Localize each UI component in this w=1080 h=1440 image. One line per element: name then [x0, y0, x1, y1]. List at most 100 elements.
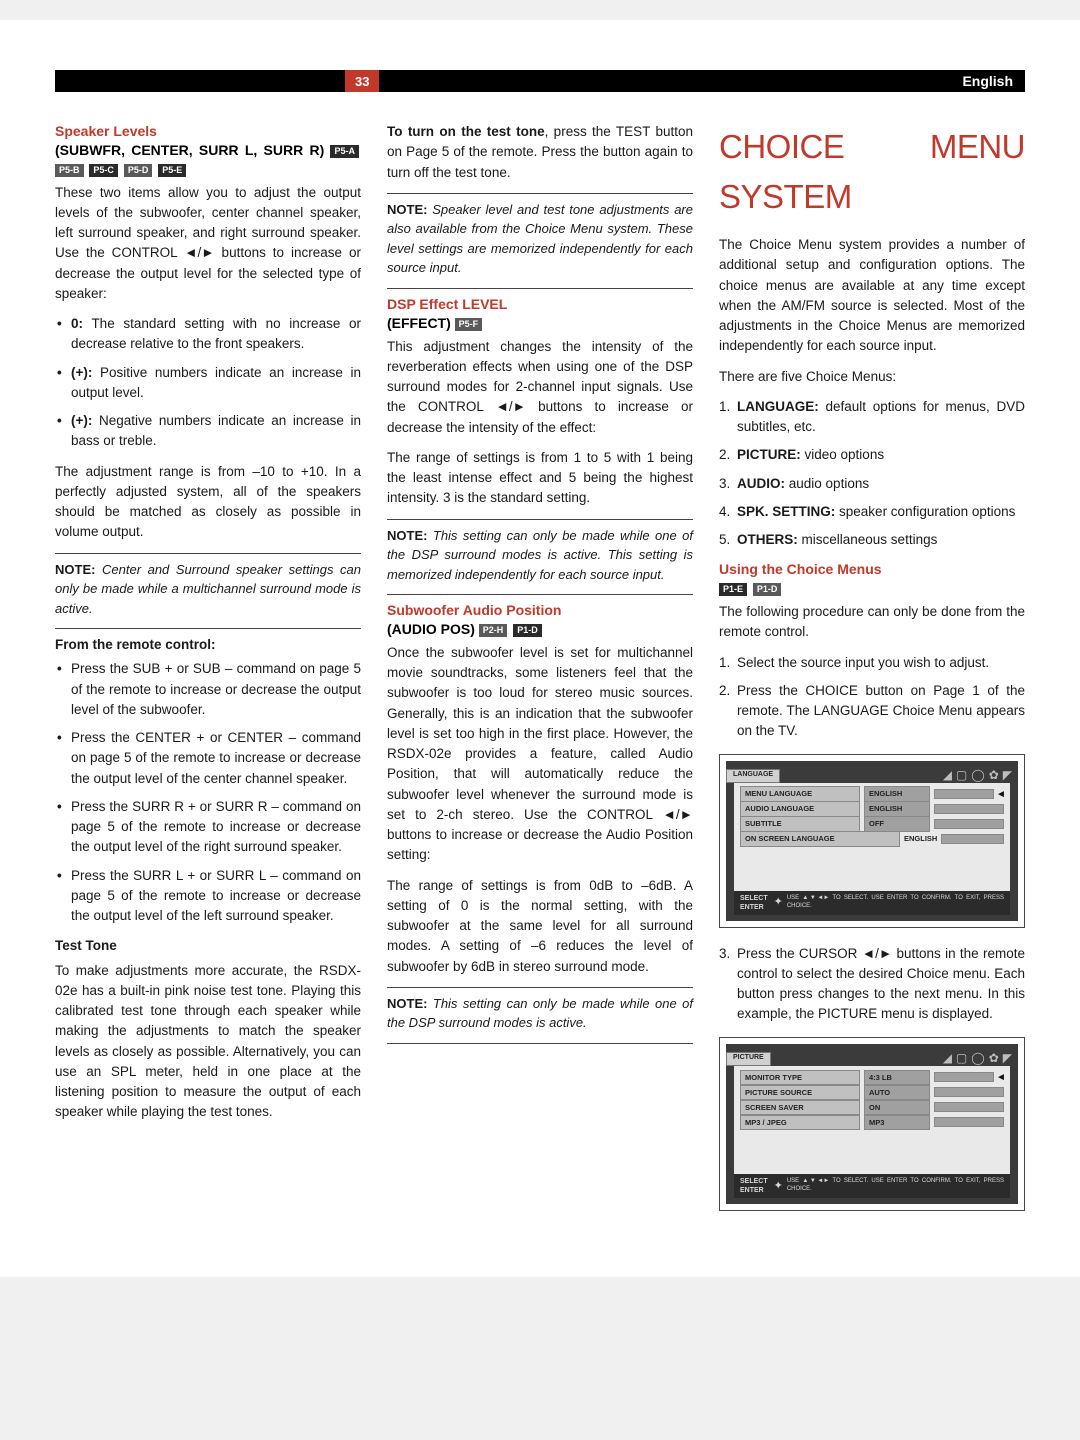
- bullet: Press the SURR R + or SURR R – command o…: [55, 797, 361, 858]
- header-bar: 33 English: [55, 70, 1025, 92]
- osd-foot-enter: ENTER: [740, 1186, 768, 1195]
- menu-desc: speaker configuration options: [839, 504, 1015, 519]
- osd-val: ON: [864, 1100, 930, 1115]
- osd-val: MP3: [864, 1115, 930, 1130]
- pill-p5a: P5-A: [330, 145, 359, 158]
- rule: [387, 1043, 693, 1044]
- pill-p5d: P5-D: [124, 164, 153, 177]
- osd-val: 4:3 LB: [864, 1070, 930, 1085]
- osd-tab-icons: ◢ ▢ ◯ ✿ ◤: [943, 769, 1018, 783]
- subhead-test-tone: Test Tone: [55, 936, 361, 956]
- cursor-icon: ◄: [996, 1070, 1004, 1085]
- pill-p1d: P1-D: [513, 624, 542, 637]
- osd-tab-icons: ◢ ▢ ◯ ✿ ◤: [943, 1052, 1018, 1066]
- osd-key: PICTURE SOURCE: [740, 1085, 860, 1100]
- step: Press the CHOICE button on Page 1 of the…: [719, 681, 1025, 742]
- rule: [387, 987, 693, 988]
- flag-icon: ◤: [1003, 769, 1012, 781]
- heading-line-1: DSP Effect LEVEL: [387, 296, 507, 312]
- menu-name: SPK. SETTING:: [737, 504, 835, 519]
- bullet-prefix: (+):: [71, 413, 92, 428]
- subhead-remote: From the remote control:: [55, 635, 361, 655]
- step: Select the source input you wish to adju…: [719, 653, 1025, 673]
- para: The Choice Menu system provides a number…: [719, 235, 1025, 357]
- column-2: To turn on the test tone, press the TEST…: [387, 122, 693, 1227]
- note: NOTE: This setting can only be made whil…: [387, 526, 693, 585]
- gear-icon: ✿: [989, 1052, 999, 1064]
- menu-list: LANGUAGE: default options for menus, DVD…: [719, 397, 1025, 551]
- note: NOTE: This setting can only be made whil…: [387, 994, 693, 1033]
- steps-list-cont: Press the CURSOR ◄/► buttons in the remo…: [719, 944, 1025, 1025]
- pill-p5c: P5-C: [89, 164, 118, 177]
- note: NOTE: Center and Surround speaker settin…: [55, 560, 361, 619]
- bold-lead: To turn on the test tone: [387, 124, 545, 139]
- bullet: Press the CENTER + or CENTER – command o…: [55, 728, 361, 789]
- heading-line-2: (AUDIO POS): [387, 621, 475, 637]
- heading-line-2: (EFFECT): [387, 315, 451, 331]
- osd-foot-text: USE ▲▼◄► TO SELECT. USE ENTER TO CONFIRM…: [787, 895, 1004, 911]
- osd-tab-label: PICTURE: [726, 1052, 771, 1066]
- bullet-prefix: 0:: [71, 316, 83, 331]
- nav-arrows-icon: ✦: [774, 1179, 781, 1193]
- para: The adjustment range is from –10 to +10.…: [55, 462, 361, 543]
- osd-key: MENU LANGUAGE: [740, 786, 860, 801]
- osd-key: MP3 / JPEG: [740, 1115, 860, 1130]
- menu-name: AUDIO:: [737, 476, 785, 491]
- cursor-icon: ◄: [996, 787, 1004, 802]
- osd-footer: SELECT ENTER ✦ USE ▲▼◄► TO SELECT. USE E…: [734, 1174, 1010, 1198]
- para: To make adjustments more accurate, the R…: [55, 961, 361, 1123]
- heading-line-1: Speaker Levels: [55, 123, 157, 139]
- using-choice-head: Using the Choice Menus P1-E P1-D: [719, 560, 1025, 598]
- para: The following procedure can only be done…: [719, 602, 1025, 643]
- pill-p1e: P1-E: [719, 583, 747, 596]
- menu-desc: miscellaneous settings: [802, 532, 938, 547]
- osd-key: MONITOR TYPE: [740, 1070, 860, 1085]
- rule: [387, 193, 693, 194]
- osd-tab-label: LANGUAGE: [726, 769, 780, 783]
- osd-rows: MENU LANGUAGEENGLISH◄ AUDIO LANGUAGEENGL…: [734, 783, 1010, 851]
- bullet-text: The standard setting with no increase or…: [71, 316, 361, 351]
- speaker-levels-head: Speaker Levels (SUBWFR, CENTER, SURR L, …: [55, 122, 361, 179]
- heading-text: Using the Choice Menus: [719, 561, 882, 577]
- note: NOTE: Speaker level and test tone adjust…: [387, 200, 693, 278]
- sub-audio-pos-head: Subwoofer Audio Position (AUDIO POS) P2-…: [387, 601, 693, 639]
- para: The range of settings is from 0dB to –6d…: [387, 876, 693, 977]
- para: Once the subwoofer level is set for mult…: [387, 643, 693, 866]
- column-3: CHOICE MENU SYSTEM The Choice Menu syste…: [719, 122, 1025, 1227]
- pill-p5f: P5-F: [455, 318, 483, 331]
- bullet-text: Positive numbers indicate an increase in…: [71, 365, 361, 400]
- menu-name: OTHERS:: [737, 532, 798, 547]
- osd-key: AUDIO LANGUAGE: [740, 801, 860, 816]
- speaker-icon: ◢: [943, 1052, 952, 1064]
- square-icon: ▢: [956, 1052, 967, 1064]
- osd-foot-text: USE ▲▼◄► TO SELECT. USE ENTER TO CONFIRM…: [787, 1178, 1004, 1194]
- menu-name: LANGUAGE:: [737, 399, 819, 414]
- rule: [387, 519, 693, 520]
- level-bullets: 0: The standard setting with no increase…: [55, 314, 361, 452]
- circle-icon: ◯: [971, 769, 984, 781]
- manual-page: 33 English Speaker Levels (SUBWFR, CENTE…: [0, 20, 1080, 1277]
- nav-arrows-icon: ✦: [774, 895, 781, 909]
- rule: [55, 628, 361, 629]
- osd-key: ON SCREEN LANGUAGE: [740, 831, 900, 846]
- circle-icon: ◯: [971, 1052, 984, 1064]
- bullet-prefix: (+):: [71, 365, 92, 380]
- page-number: 33: [345, 70, 379, 92]
- language-label: English: [962, 73, 1025, 89]
- para: The range of settings is from 1 to 5 wit…: [387, 448, 693, 509]
- osd-picture: PICTURE ◢ ▢ ◯ ✿ ◤ MONITOR TYPE 4:3 LB ◄ PI…: [719, 1037, 1025, 1211]
- para: To turn on the test tone, press the TEST…: [387, 122, 693, 183]
- three-columns: Speaker Levels (SUBWFR, CENTER, SURR L, …: [55, 122, 1025, 1227]
- osd-footer: SELECT ENTER ✦ USE ▲▼◄► TO SELECT. USE E…: [734, 891, 1010, 915]
- bullet: Press the SURR L + or SURR L – command o…: [55, 866, 361, 927]
- bullet-text: Negative numbers indicate an increase in…: [71, 413, 361, 448]
- rule: [387, 594, 693, 595]
- osd-rows: MONITOR TYPE4:3 LB◄ PICTURE SOURCEAUTO S…: [734, 1066, 1010, 1134]
- heading-line-1: Subwoofer Audio Position: [387, 602, 561, 618]
- para: There are five Choice Menus:: [719, 367, 1025, 387]
- osd-val: AUTO: [864, 1085, 930, 1100]
- para: These two items allow you to adjust the …: [55, 183, 361, 305]
- osd-language: LANGUAGE ◢ ▢ ◯ ✿ ◤ MENU LANGUAGEENGLISH◄…: [719, 754, 1025, 928]
- dsp-effect-head: DSP Effect LEVEL (EFFECT) P5-F: [387, 295, 693, 333]
- pill-p5b: P5-B: [55, 164, 84, 177]
